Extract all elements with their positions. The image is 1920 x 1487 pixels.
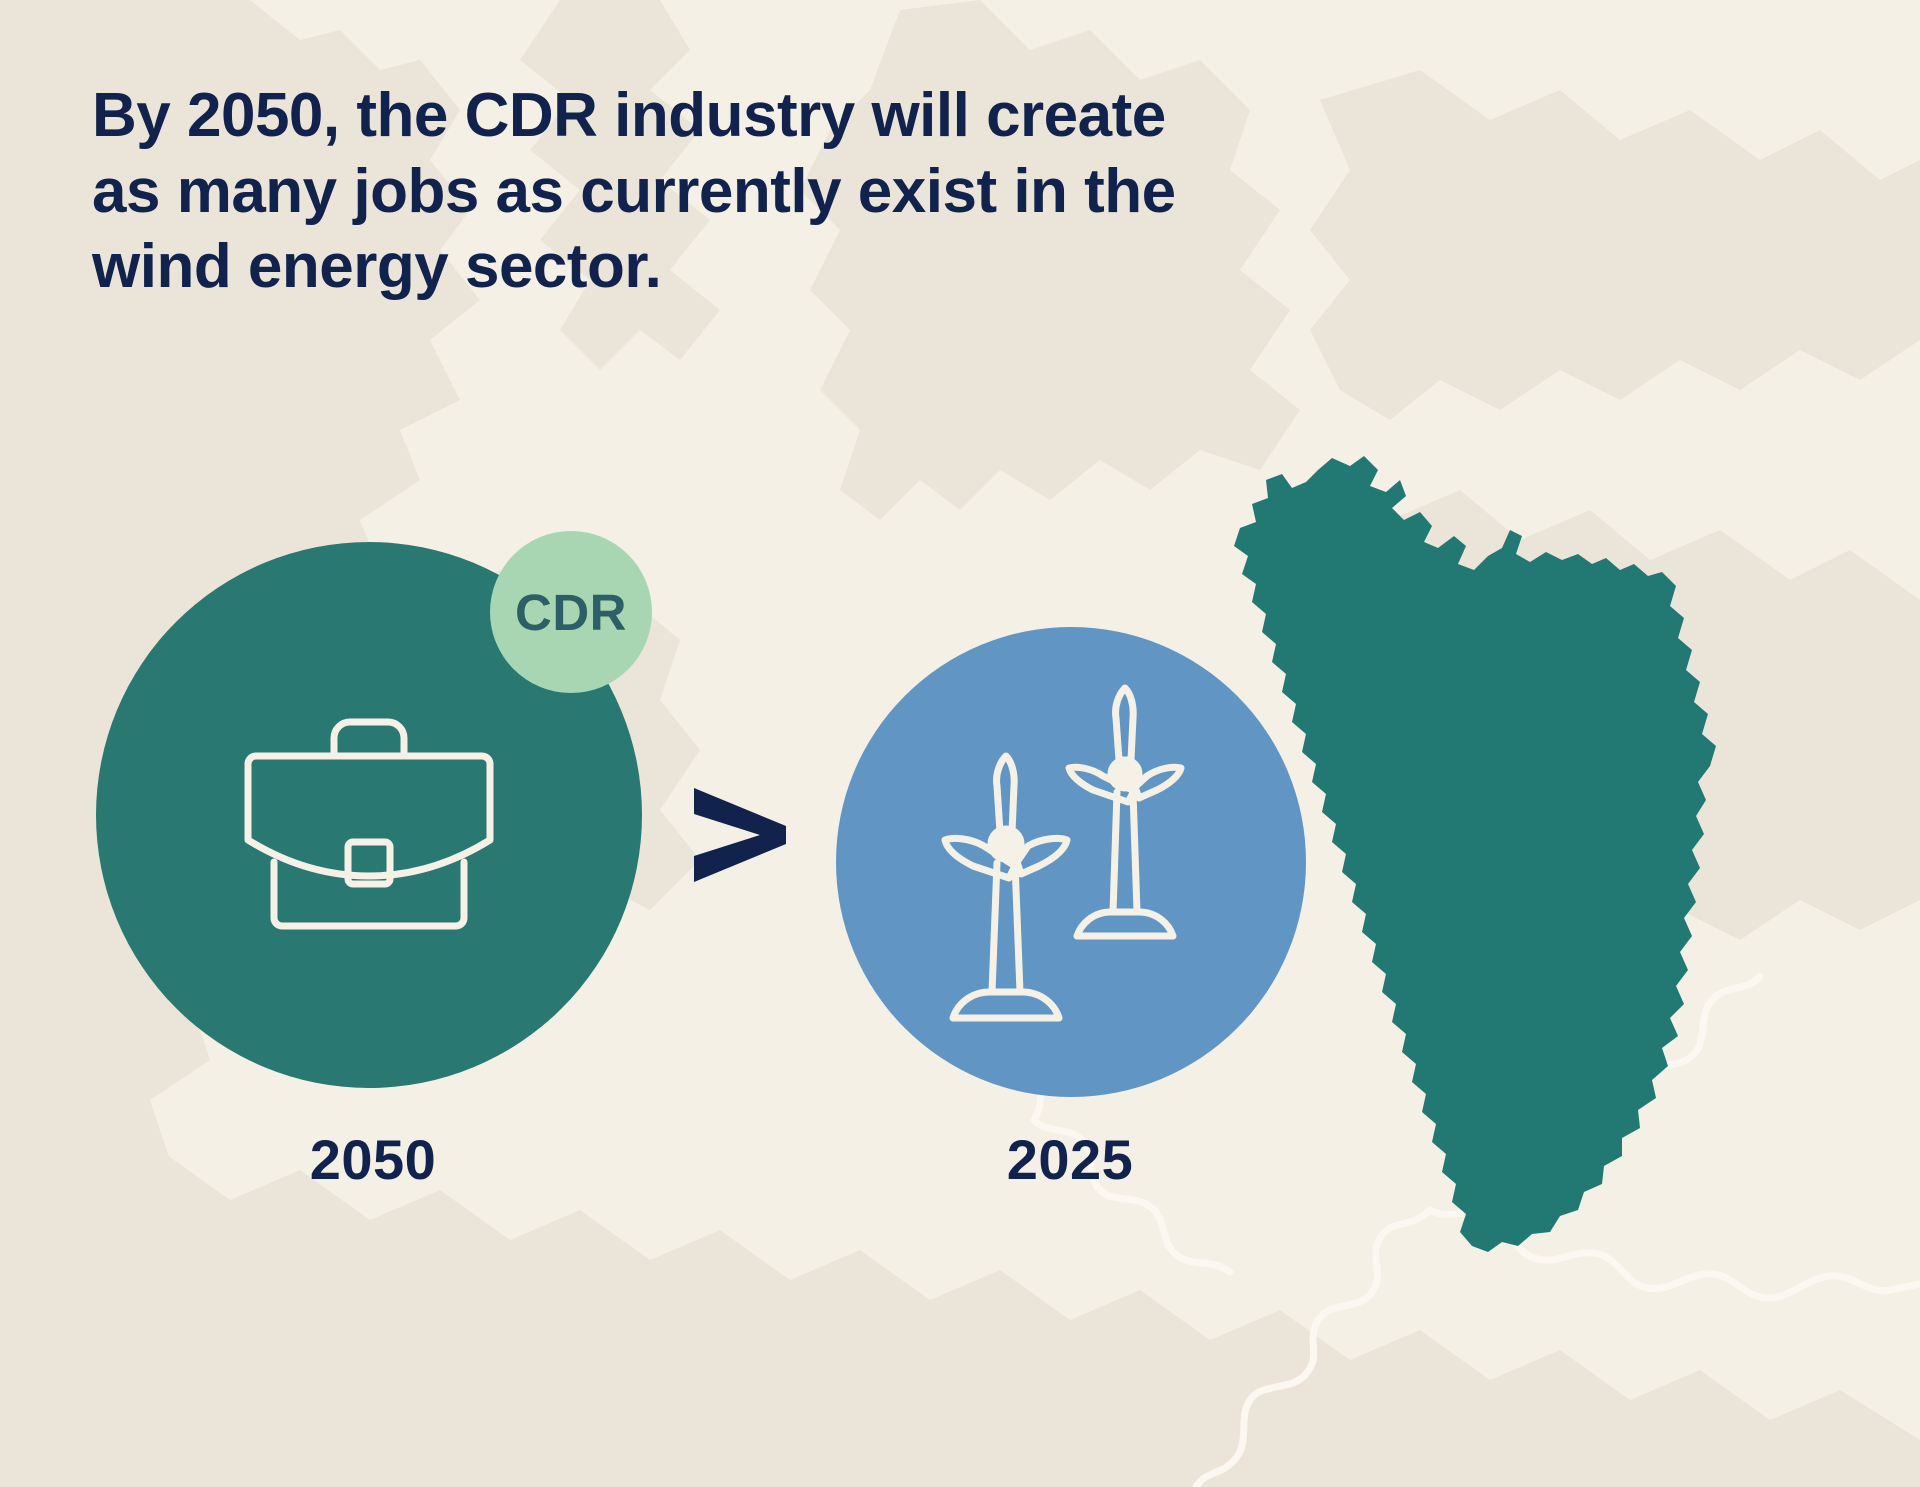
germany-map-shape <box>1234 456 1716 1252</box>
year-label-2025: 2025 <box>1006 1128 1134 1191</box>
circle-2025-wind-jobs <box>836 627 1306 1097</box>
briefcase-icon <box>244 718 494 930</box>
year-label-2050: 2050 <box>309 1128 437 1191</box>
wind-turbines-icon <box>941 684 1185 1022</box>
headline-text: By 2050, the CDR industry will create as… <box>92 81 1176 302</box>
cdr-badge: CDR <box>490 531 652 693</box>
greater-than-icon <box>694 788 786 882</box>
cdr-badge-label: CDR <box>515 583 627 641</box>
